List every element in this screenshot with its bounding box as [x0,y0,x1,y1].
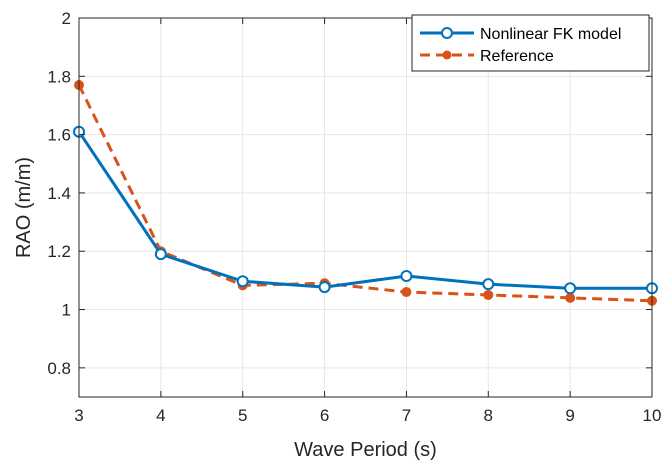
y-tick-label: 1.2 [47,242,71,261]
x-tick-label: 9 [565,406,574,425]
legend-label-1: Nonlinear FK model [480,26,621,43]
series-1-point [482,278,495,291]
y-axis-label: RAO (m/m) [13,157,35,258]
x-tick-label: 6 [320,406,329,425]
legend-label-2: Reference [480,48,554,65]
y-tick-label: 2 [62,9,71,28]
series-1-point [400,270,413,283]
y-tick-label: 0.8 [47,359,71,378]
x-tick-label: 8 [484,406,493,425]
x-tick-labels: 3 4 5 6 7 8 9 10 [74,406,661,425]
series-line-1 [77,130,652,290]
series-2-point [401,287,412,298]
x-axis-label: Wave Period (s) [294,439,437,461]
series-1-point [318,281,331,294]
y-tick-labels: 0.8 1 1.2 1.4 1.6 1.8 2 [47,9,71,378]
series-2-point [565,292,576,303]
x-tick-label: 7 [402,406,411,425]
series-2-point [483,289,494,300]
series-1-point [154,248,167,261]
series-line-2 [77,84,653,303]
y-tick-label: 1.6 [47,126,71,145]
y-tick-label: 1 [62,301,71,320]
plot-area [79,18,652,397]
y-tick-label: 1.8 [47,67,71,86]
x-tick-label: 4 [156,406,165,425]
y-tick-label: 1.4 [47,184,71,203]
x-tick-label: 10 [643,406,662,425]
x-tick-label: 5 [238,406,247,425]
legend-marker-2 [442,50,452,60]
legend-marker-1 [441,27,453,39]
series-1-point [564,282,577,295]
plot-frame [78,17,653,398]
series-layer [73,80,658,306]
series-1-point [236,275,249,288]
legend: Nonlinear FK model Reference [411,14,650,72]
x-tick-label: 3 [74,406,83,425]
legend-box [411,14,650,72]
